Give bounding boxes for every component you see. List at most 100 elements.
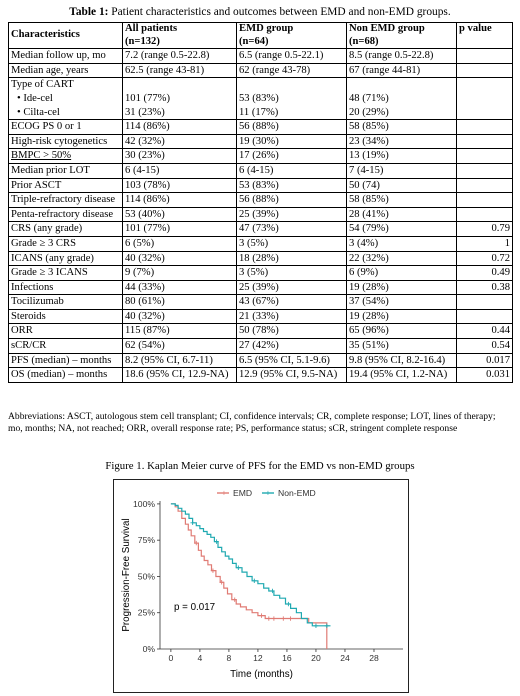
cell-emd: 62 (range 43-78): [236, 62, 347, 79]
table-row: Median prior LOT 6 (4-15) 6 (4-15) 7 (4-…: [8, 162, 513, 179]
row-label: Steroids: [8, 308, 123, 325]
cell-emd: 43 (67%): [236, 294, 347, 310]
x-axis-title: Time (months): [230, 669, 293, 680]
cell-nonemd: 9.8 (95% CI, 8.2-16.4): [346, 352, 457, 369]
cell-emd: 18 (28%): [236, 250, 347, 267]
cell-all: 103 (78%): [122, 177, 237, 194]
cell-emd: 12.9 (95% CI, 9.5-NA): [236, 367, 347, 383]
header-pvalue: p value: [456, 21, 513, 50]
table-caption-label: Table 1:: [69, 6, 109, 18]
cell-all-group: 101 (77%) 31 (23%): [122, 77, 237, 121]
row-label: ECOG PS 0 or 1: [8, 119, 123, 135]
row-label: OS (median) – months: [8, 367, 123, 383]
x-tick-label: 12: [253, 653, 263, 663]
table-row: Steroids 40 (32%) 21 (33%) 19 (28%): [8, 308, 513, 325]
row-label: Median follow up, mo: [8, 48, 123, 64]
p-value-annotation: p = 0.017: [174, 602, 215, 613]
cell-all: 62.5 (range 43-81): [122, 62, 237, 79]
cell-emd: 6.5 (95% CI, 5.1-9.6): [236, 352, 347, 369]
row-label-group: Type of CART • Ide-cel • Cilta-cel: [8, 77, 123, 121]
censor-mark-nonemd: [236, 565, 241, 570]
censor-mark-emd: [232, 597, 237, 602]
cell-nonemd: 8.5 (range 0.5-22.8): [346, 48, 457, 64]
figure-panel-border: [113, 479, 409, 693]
cell-nonemd: 20 (29%): [349, 106, 389, 118]
censor-mark-nonemd: [270, 588, 275, 594]
y-tick-label: 25%: [138, 608, 156, 618]
table-row: CRS (any grade) 101 (77%) 47 (73%) 54 (7…: [8, 221, 513, 237]
header-all-patients: All patients (n=132): [122, 21, 237, 50]
row-label: Penta-refractory disease: [8, 206, 123, 223]
cell-pvalue: [456, 308, 513, 325]
table-caption: Table 1: Patient characteristics and out…: [0, 6, 520, 18]
kaplan-meier-chart: + EMD + Non-EMD 0% 25% 50% 75% 100% 0 4 8 12 16 2…: [113, 479, 409, 693]
cell-all: 62 (54%): [122, 338, 237, 354]
censor-mark-nonemd: [214, 539, 219, 544]
row-label: Grade ≥ 3 ICANS: [8, 265, 123, 281]
row-label: ORR: [8, 323, 123, 340]
legend-label-emd: EMD: [233, 488, 252, 498]
cell-nonemd: 23 (34%): [346, 133, 457, 150]
censor-mark-nonemd: [324, 623, 330, 628]
row-label: High-risk cytogenetics: [8, 133, 123, 150]
cell-all: 7.2 (range 0.5-22.8): [122, 48, 237, 64]
table-row: High-risk cytogenetics 42 (32%) 19 (30%)…: [8, 133, 513, 150]
cell-nonemd: 58 (85%): [346, 192, 457, 208]
table-row: Grade ≥ 3 CRS 6 (5%) 3 (5%) 3 (4%) 1: [8, 235, 513, 252]
survival-curves: [170, 503, 331, 649]
row-label: Triple-refractory disease: [8, 192, 123, 208]
x-tick-label: 8: [227, 653, 232, 663]
cell-all: 115 (87%): [122, 323, 237, 340]
cell-pvalue: 0.72: [456, 250, 513, 267]
cell-emd: 19 (30%): [236, 133, 347, 150]
cell-all: 114 (86%): [122, 119, 237, 135]
cell-pvalue: [456, 162, 513, 179]
legend-label-nonemd: Non-EMD: [278, 488, 316, 498]
y-tick-label: 0%: [143, 644, 156, 654]
cell-nonemd: 28 (41%): [346, 206, 457, 223]
cell-nonemd: 6 (9%): [346, 265, 457, 281]
header-nonemd: Non EMD group (n=68): [346, 21, 457, 50]
row-label: sCR/CR: [8, 338, 123, 354]
cell-nonemd: 7 (4-15): [346, 162, 457, 179]
censor-mark-nonemd: [190, 520, 195, 525]
censor-mark-emd: [281, 616, 286, 621]
cell-all: 30 (23%): [122, 148, 237, 164]
cell-pvalue: 0.031: [456, 367, 513, 383]
cell-emd: 53 (83%): [239, 92, 279, 104]
y-tick-label: 50%: [138, 571, 156, 581]
censor-mark-emd: [219, 580, 224, 585]
table-row: Grade ≥ 3 ICANS 9 (7%) 3 (5%) 6 (9%) 0.4…: [8, 265, 513, 281]
cell-emd: 17 (26%): [236, 148, 347, 164]
cell-emd: 56 (88%): [236, 119, 347, 135]
header-emd: EMD group (n=64): [236, 21, 347, 50]
x-tick-label: 24: [340, 653, 350, 663]
table-caption-text: Patient characteristics and outcomes bet…: [108, 6, 451, 18]
cell-pvalue: 0.44: [456, 323, 513, 340]
cell-emd: 53 (83%): [236, 177, 347, 194]
row-label: Type of CART: [11, 79, 74, 91]
cell-pvalue: [456, 48, 513, 64]
header-all-title: All patients: [125, 23, 178, 34]
cell-pvalue: 0.49: [456, 265, 513, 281]
cell-emd: 50 (78%): [236, 323, 347, 340]
cell-pvalue: 0.79: [456, 221, 513, 237]
row-label: PFS (median) – months: [8, 352, 123, 369]
legend-marker-nonemd: +: [266, 489, 271, 498]
row-label: Grade ≥ 3 CRS: [8, 235, 123, 252]
cell-nonemd: 37 (54%): [346, 294, 457, 310]
table-row: BMPC > 50% 30 (23%) 17 (26%) 13 (19%): [8, 148, 513, 164]
cell-emd: 56 (88%): [236, 192, 347, 208]
row-label: • Cilta-cel: [17, 106, 60, 118]
censor-mark-emd: [271, 616, 277, 621]
row-label: ICANS (any grade): [8, 250, 123, 267]
cell-emd: 3 (5%): [236, 235, 347, 252]
cell-all: 40 (32%): [122, 308, 237, 325]
censor-mark-nonemd: [286, 601, 291, 607]
cell-all: 8.2 (95% CI, 6.7-11): [122, 352, 237, 369]
cell-all: 44 (33%): [122, 279, 237, 296]
table-row: ECOG PS 0 or 1 114 (86%) 56 (88%) 58 (85…: [8, 119, 513, 135]
row-label: CRS (any grade): [8, 221, 123, 237]
row-label: Prior ASCT: [8, 177, 123, 194]
censor-mark-emd: [288, 616, 293, 621]
